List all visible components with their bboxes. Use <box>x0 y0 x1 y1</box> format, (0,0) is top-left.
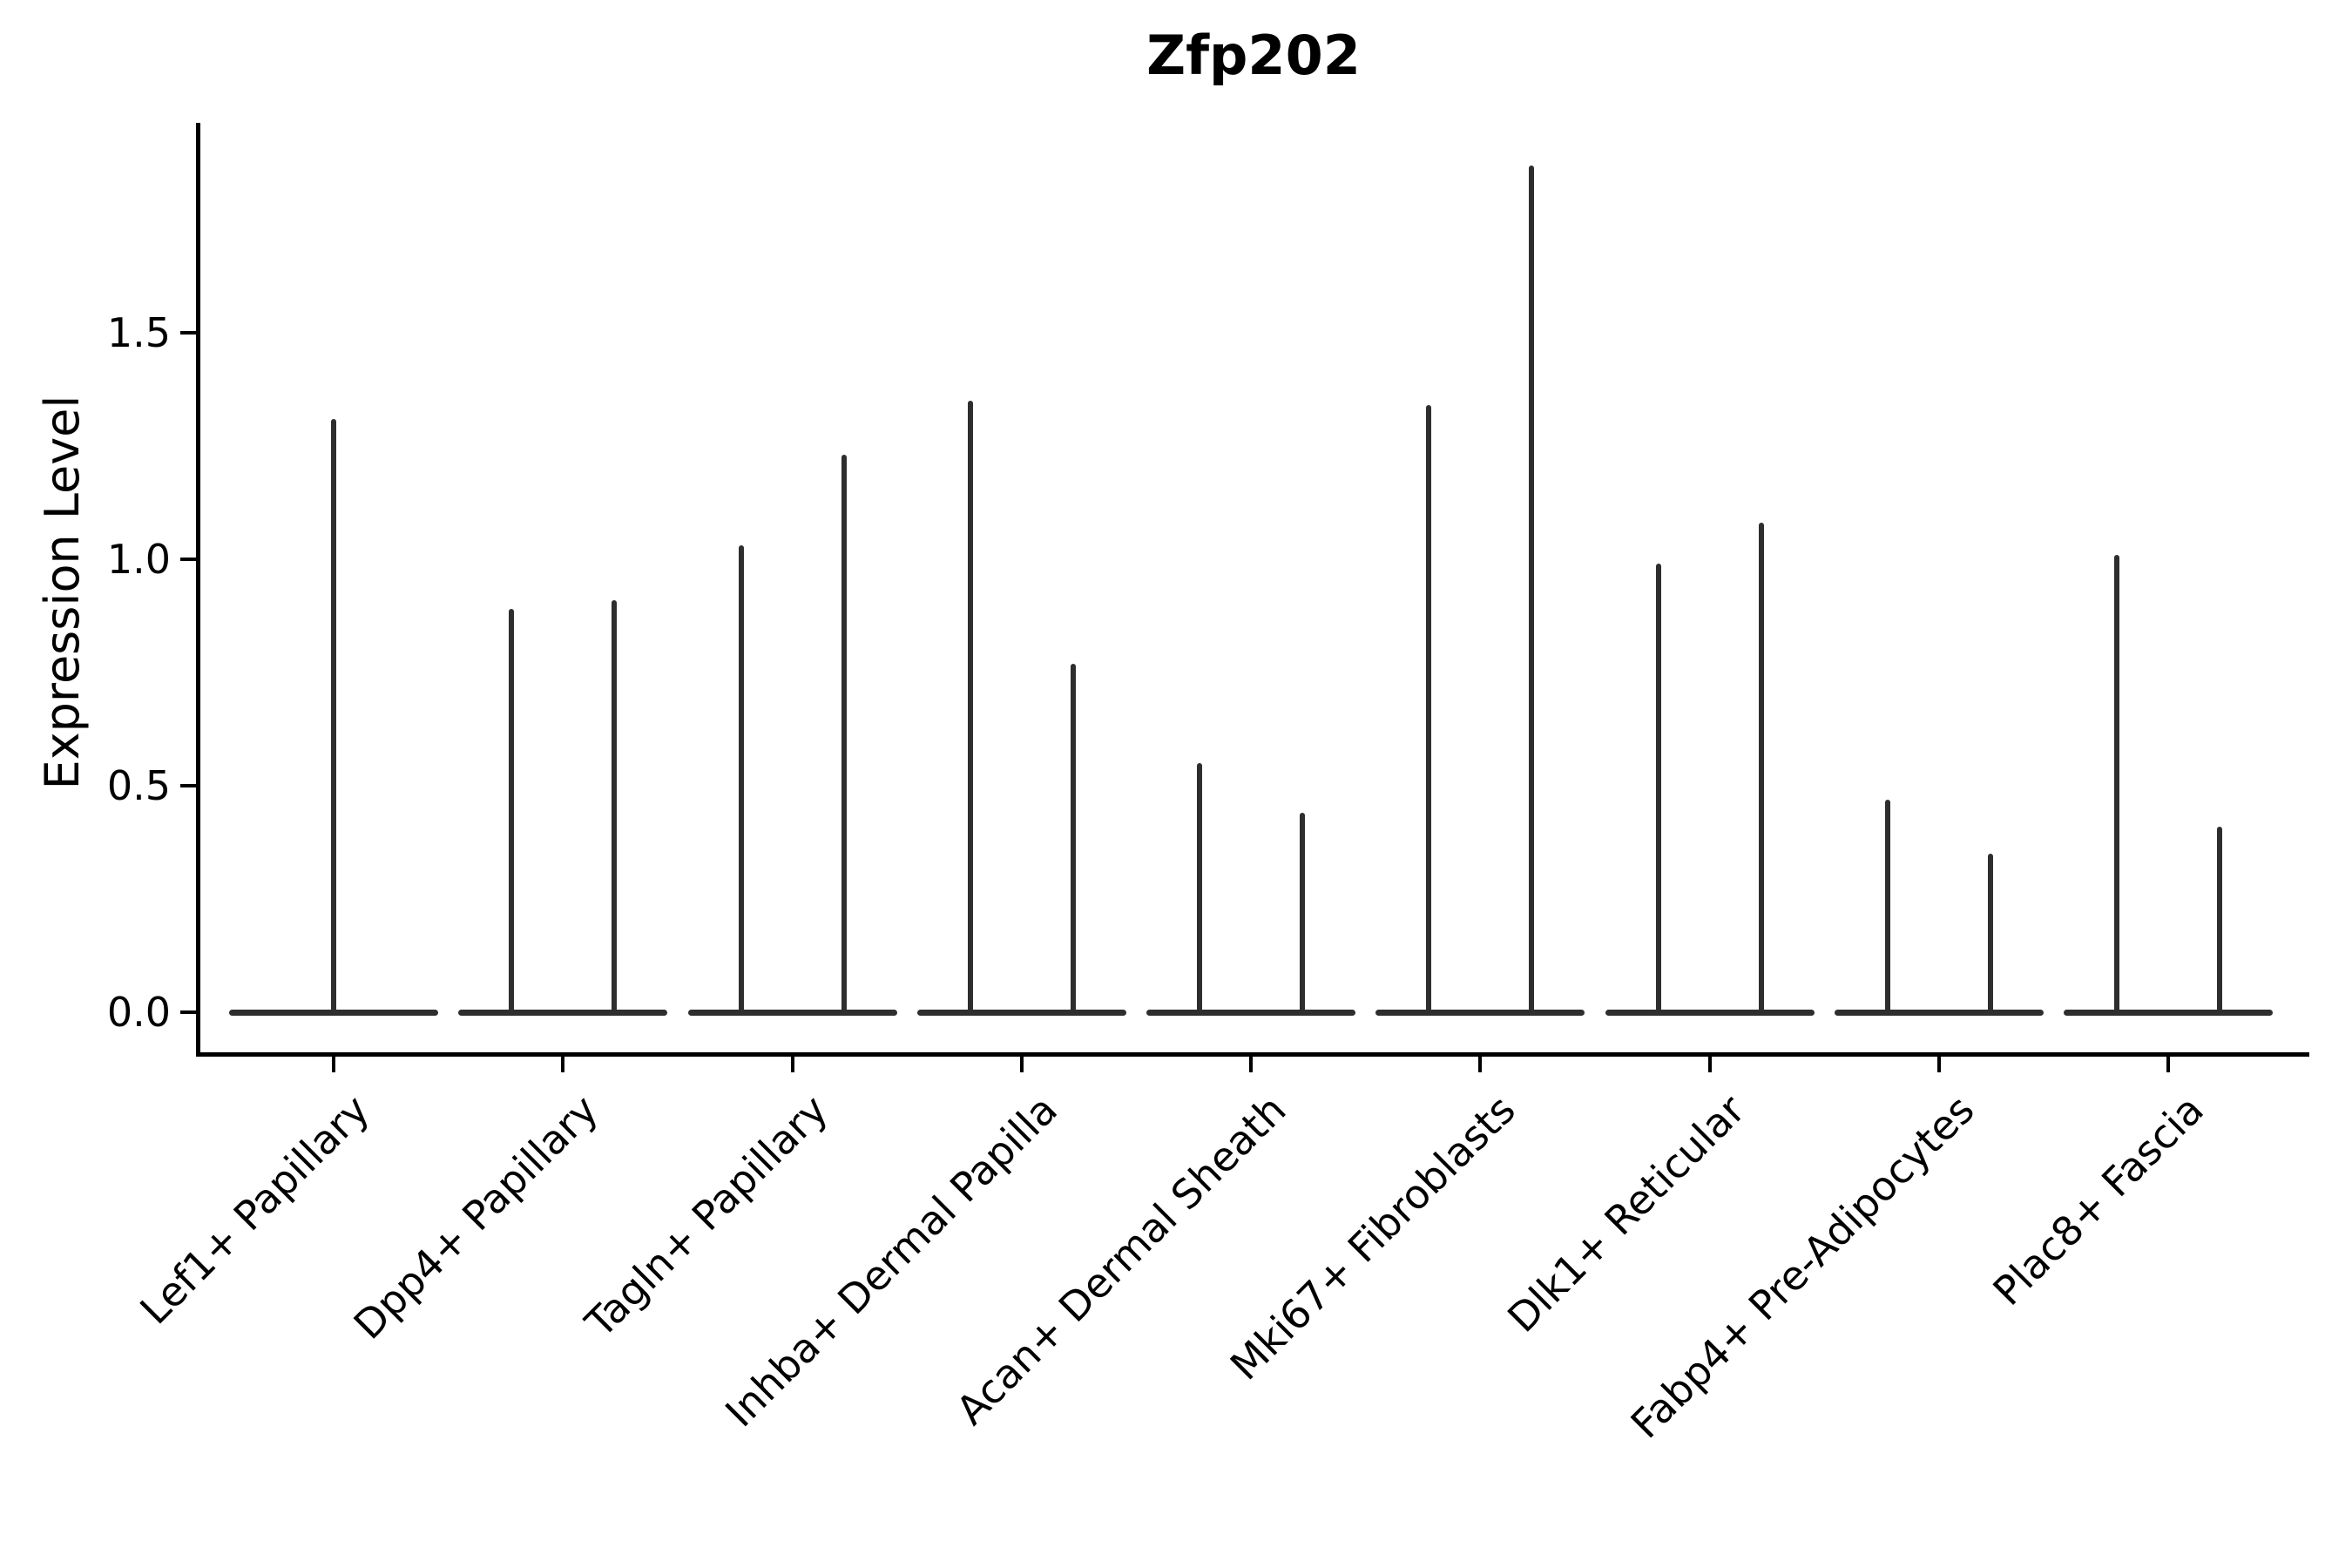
violin-spike <box>509 609 514 1015</box>
x-tick-mark <box>1708 1057 1712 1072</box>
x-tick-mark <box>2166 1057 2170 1072</box>
violin-spike <box>1300 813 1305 1015</box>
y-tick-mark <box>180 558 196 561</box>
violin-base <box>1605 1010 1815 1016</box>
x-tick-mark <box>1020 1057 1024 1072</box>
violin-base <box>688 1010 897 1016</box>
violin-spike <box>841 455 847 1015</box>
violin-spike <box>1656 564 1661 1015</box>
x-category-label: Lef1+ Papillary <box>130 1085 378 1334</box>
y-tick-mark <box>180 331 196 335</box>
violin-spike <box>1759 523 1764 1015</box>
x-axis-spine <box>196 1052 2309 1057</box>
violin-spike <box>1071 664 1076 1015</box>
y-tick-label: 1.5 <box>106 309 171 356</box>
violin-spike <box>739 545 744 1015</box>
violin-base <box>1835 1010 2044 1016</box>
violin-spike <box>1197 763 1202 1015</box>
violin-spike <box>612 600 617 1015</box>
x-tick-mark <box>1478 1057 1482 1072</box>
x-category-label: Plac8+ Fascia <box>1984 1085 2213 1315</box>
violin-base <box>458 1010 667 1016</box>
violin-spike <box>968 401 973 1015</box>
y-tick-mark <box>180 1010 196 1014</box>
chart-title: Zfp202 <box>1146 24 1361 87</box>
violin-spike <box>1988 854 1993 1015</box>
violin-base <box>2064 1010 2273 1016</box>
y-tick-label: 1.0 <box>106 536 171 583</box>
violin-base <box>1146 1010 1355 1016</box>
x-tick-mark <box>1937 1057 1941 1072</box>
x-tick-mark <box>1249 1057 1253 1072</box>
violin-base <box>1375 1010 1585 1016</box>
violin-spike <box>331 419 336 1015</box>
x-category-label: Dlk1+ Reticular <box>1498 1085 1754 1342</box>
x-category-label: Dpp4+ Papillary <box>344 1085 607 1348</box>
violin-spike <box>2217 827 2222 1015</box>
y-tick-label: 0.0 <box>106 989 171 1036</box>
y-tick-mark <box>180 784 196 787</box>
violin-spike <box>1426 405 1431 1015</box>
violin-spike <box>2114 555 2119 1015</box>
y-tick-label: 0.5 <box>106 762 171 809</box>
violin-spike <box>1885 800 1890 1015</box>
x-tick-mark <box>791 1057 794 1072</box>
violin-spike <box>1529 166 1534 1015</box>
violin-base <box>917 1010 1126 1016</box>
x-tick-mark <box>332 1057 335 1072</box>
y-axis-spine <box>196 123 200 1057</box>
x-tick-mark <box>561 1057 564 1072</box>
x-category-label: Tagln+ Papillary <box>576 1085 837 1347</box>
